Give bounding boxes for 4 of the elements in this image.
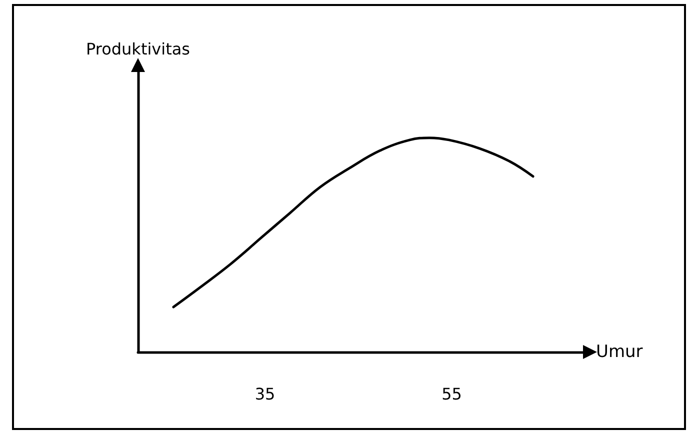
- y-axis-title: Produktivitas: [86, 40, 190, 58]
- x-tick-label: 55: [442, 384, 462, 404]
- x-axis-title: Umur: [596, 342, 643, 362]
- x-tick-label: 35: [254, 384, 276, 404]
